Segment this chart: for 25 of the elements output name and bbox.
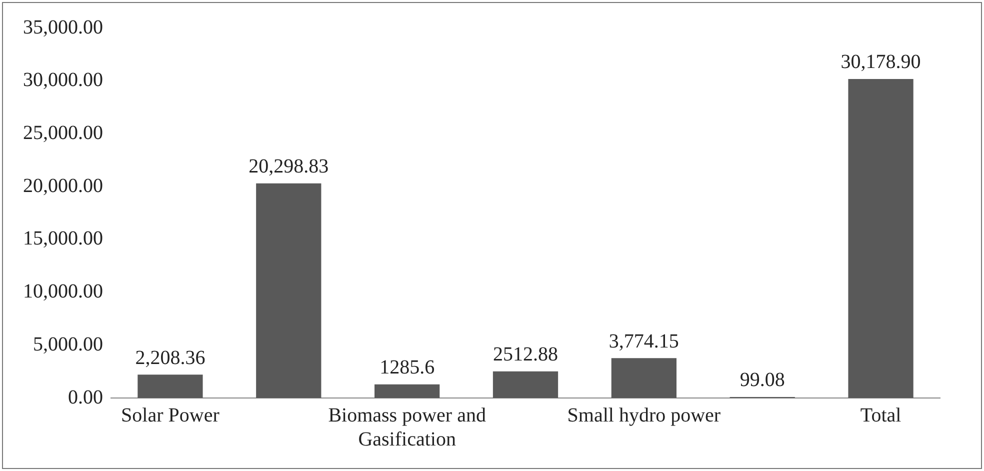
y-tick-label: 15,000.00 bbox=[23, 228, 103, 250]
y-tick-label: 5,000.00 bbox=[33, 333, 103, 356]
y-tick-label: 10,000.00 bbox=[23, 280, 103, 303]
y-tick-label: 30,000.00 bbox=[23, 69, 103, 92]
data-label: 2512.88 bbox=[493, 344, 558, 366]
y-tick-label: 35,000.00 bbox=[23, 16, 103, 38]
bar bbox=[374, 384, 440, 398]
x-tick-label: Biomass power and Gasification bbox=[328, 404, 486, 450]
data-label: 3,774.15 bbox=[608, 330, 679, 352]
x-tick-label: Total bbox=[860, 404, 902, 426]
x-tick-label: Small hydro power bbox=[567, 404, 721, 426]
bar bbox=[256, 183, 322, 398]
data-label: 99.08 bbox=[740, 369, 785, 392]
y-tick-label: 20,000.00 bbox=[23, 174, 103, 197]
bar bbox=[138, 374, 203, 398]
bar bbox=[848, 78, 914, 398]
y-tick-label: 25,000.00 bbox=[23, 122, 103, 144]
x-tick-label: Solar Power bbox=[121, 404, 220, 426]
data-label: 2,208.36 bbox=[135, 346, 206, 369]
bar bbox=[611, 358, 676, 398]
data-label: 1285.6 bbox=[380, 356, 435, 379]
y-tick-label: 0.00 bbox=[68, 386, 103, 408]
data-label: 30,178.90 bbox=[840, 51, 921, 74]
bar bbox=[492, 371, 558, 398]
data-label: 20,298.83 bbox=[248, 156, 329, 178]
